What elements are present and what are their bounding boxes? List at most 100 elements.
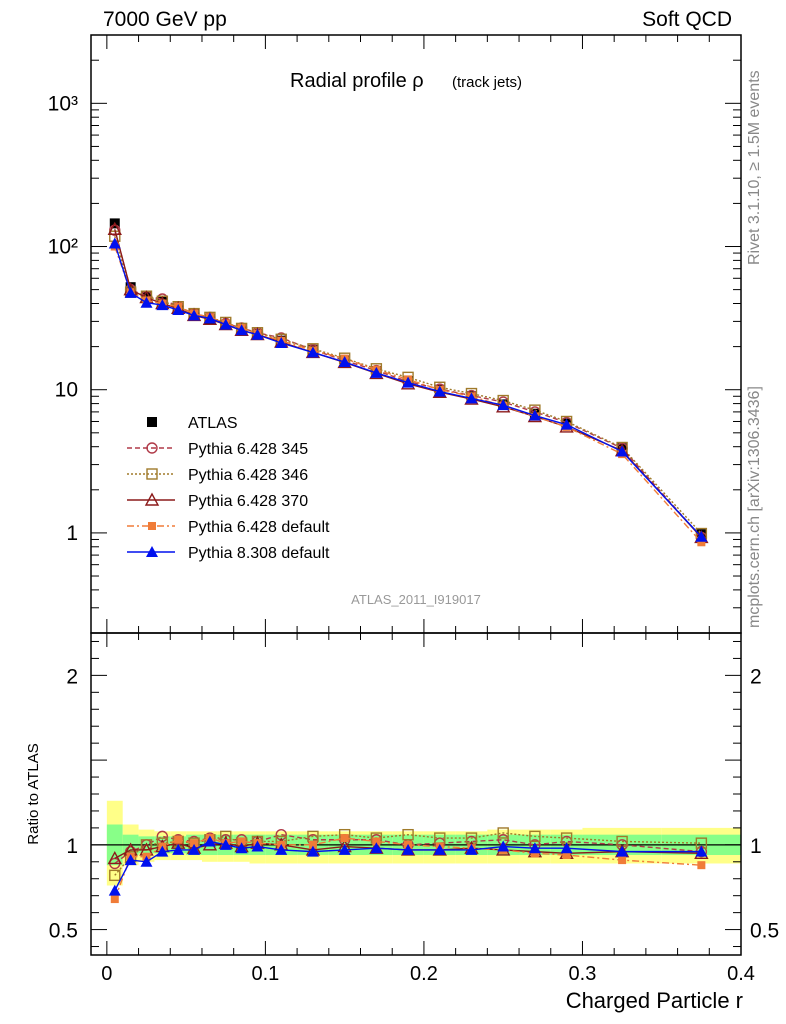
series-line xyxy=(114,840,702,891)
data-point xyxy=(497,399,510,411)
y-tick-label-ratio: 1 xyxy=(66,835,78,858)
data-point xyxy=(370,842,383,854)
data-point xyxy=(695,845,708,857)
data-point xyxy=(306,346,319,358)
data-point xyxy=(697,538,706,547)
legend-label: ATLAS xyxy=(188,415,238,432)
data-point xyxy=(433,843,446,855)
data-point xyxy=(616,445,629,457)
data-point xyxy=(110,895,119,904)
legend: ATLAS Pythia 6.428 345 Pythia 6.428 346 Pyt… xyxy=(127,415,330,562)
main-series-p8 xyxy=(108,237,708,542)
legend-marker xyxy=(148,522,156,530)
data-point xyxy=(402,828,414,841)
data-point xyxy=(308,840,317,849)
data-point xyxy=(528,842,541,854)
legend-marker xyxy=(146,468,158,480)
data-point xyxy=(140,855,153,867)
chart-title: Radial profile ρ xyxy=(290,70,424,92)
data-point xyxy=(108,237,121,249)
y-tick-label-main: 10 xyxy=(55,379,78,402)
data-point xyxy=(203,312,216,324)
data-point xyxy=(172,304,185,316)
data-point xyxy=(188,309,201,321)
data-point xyxy=(156,845,169,857)
data-point xyxy=(275,336,288,348)
data-point xyxy=(402,843,415,855)
series-line xyxy=(114,842,702,860)
legend-label: Pythia 6.428 346 xyxy=(188,467,308,484)
data-point xyxy=(140,296,153,308)
legend-label: Pythia 6.428 default xyxy=(188,519,330,536)
y-tick-label-ratio: 2 xyxy=(66,665,78,688)
y-tick-label-ratio-right: 0.5 xyxy=(750,920,779,943)
y-tick-label-ratio-right: 2 xyxy=(750,665,762,688)
legend-marker xyxy=(144,492,160,506)
data-point xyxy=(560,842,573,854)
series-line xyxy=(114,243,702,538)
x-tick-label: 0.1 xyxy=(251,963,279,985)
data-point xyxy=(402,376,415,388)
data-point xyxy=(340,834,349,843)
data-point xyxy=(370,366,383,378)
data-point xyxy=(695,530,708,542)
data-point xyxy=(338,843,351,855)
data-point xyxy=(107,221,122,235)
data-point xyxy=(372,837,381,846)
main-frame xyxy=(90,34,742,634)
x-tick-label: 0.4 xyxy=(727,963,755,985)
header-right: Soft QCD xyxy=(642,8,732,31)
data-point xyxy=(306,845,319,857)
y-tick-label-main: 10² xyxy=(48,236,78,259)
data-point xyxy=(562,851,571,860)
series-line xyxy=(114,230,702,538)
data-point xyxy=(616,845,629,857)
data-point xyxy=(124,286,137,298)
data-point xyxy=(219,318,232,330)
data-point xyxy=(465,392,478,404)
axes-ticks: 0 0.1 0.2 0.3 0.4 10³ 10² 10 1 2 2 1 1 0.5 0.5 xyxy=(48,34,779,985)
x-axis-label: Charged Particle r xyxy=(566,988,743,1013)
legend-label: Pythia 6.428 370 xyxy=(188,493,308,510)
data-point xyxy=(560,418,573,430)
data-point xyxy=(497,827,509,839)
data-point xyxy=(465,843,478,855)
data-point xyxy=(203,835,216,847)
data-point xyxy=(618,856,627,865)
y-tick-label-ratio-right: 1 xyxy=(750,835,762,858)
analysis-label: ATLAS_2011_I919017 xyxy=(351,592,481,607)
x-tick-label: 0.2 xyxy=(410,963,438,985)
series-line xyxy=(114,246,702,543)
data-point xyxy=(433,385,446,397)
data-point xyxy=(124,854,137,866)
series-line xyxy=(114,832,702,876)
data-point xyxy=(529,830,541,843)
data-point xyxy=(275,843,288,855)
data-point xyxy=(108,884,121,896)
legend-label: Pythia 6.428 345 xyxy=(188,441,308,458)
y-tick-label-main: 1 xyxy=(66,522,78,545)
series-line xyxy=(114,837,702,900)
header-left: 7000 GeV pp xyxy=(103,8,227,31)
chart-title-suffix: (track jets) xyxy=(452,74,522,91)
ratio-series-p346 xyxy=(109,827,708,882)
x-tick-label: 0 xyxy=(101,963,112,985)
data-series xyxy=(107,218,709,904)
data-point xyxy=(109,224,121,236)
data-point xyxy=(338,356,351,368)
series-line xyxy=(114,236,702,535)
data-point xyxy=(109,869,121,882)
x-tick-label: 0.3 xyxy=(569,963,597,985)
data-point xyxy=(190,839,199,848)
data-point xyxy=(235,324,248,336)
y-axis-label-ratio: Ratio to ATLAS xyxy=(25,743,42,844)
data-point xyxy=(219,838,232,850)
data-point xyxy=(251,840,264,852)
data-point xyxy=(530,849,539,858)
legend-marker xyxy=(147,417,157,427)
data-point xyxy=(235,842,248,854)
data-point xyxy=(697,861,706,870)
y-tick-label-ratio: 0.5 xyxy=(49,920,78,943)
ratio-series-p8 xyxy=(108,835,708,896)
